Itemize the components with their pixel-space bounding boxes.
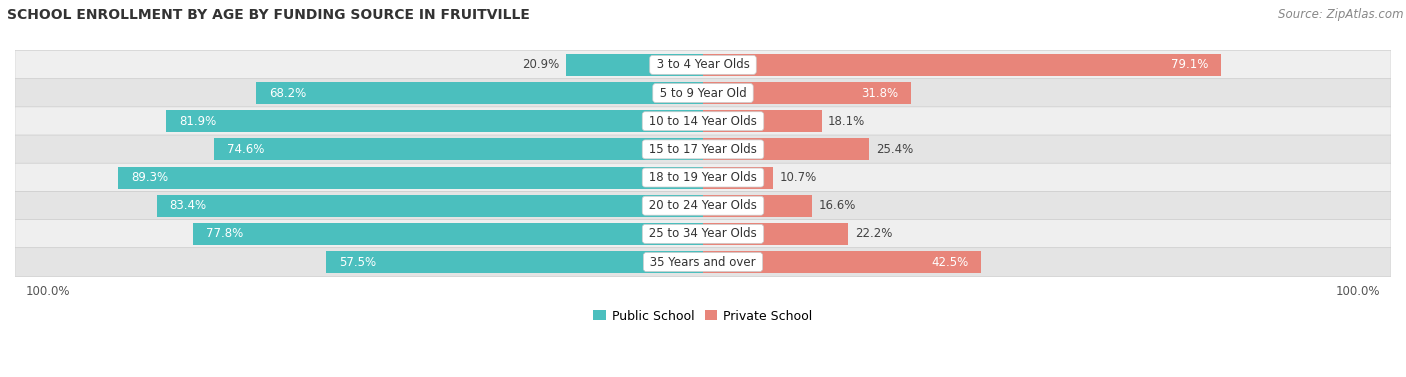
Text: 15 to 17 Year Olds: 15 to 17 Year Olds xyxy=(645,143,761,156)
Text: 18 to 19 Year Olds: 18 to 19 Year Olds xyxy=(645,171,761,184)
Text: 25 to 34 Year Olds: 25 to 34 Year Olds xyxy=(645,227,761,241)
Text: 5 to 9 Year Old: 5 to 9 Year Old xyxy=(655,87,751,100)
Bar xyxy=(214,138,703,160)
Bar xyxy=(703,223,848,245)
Bar xyxy=(118,167,703,188)
Text: 68.2%: 68.2% xyxy=(269,87,307,100)
Text: 20.9%: 20.9% xyxy=(522,58,560,71)
Text: SCHOOL ENROLLMENT BY AGE BY FUNDING SOURCE IN FRUITVILLE: SCHOOL ENROLLMENT BY AGE BY FUNDING SOUR… xyxy=(7,8,530,21)
Bar xyxy=(703,251,981,273)
Bar xyxy=(703,138,869,160)
Text: 81.9%: 81.9% xyxy=(180,115,217,128)
Text: Source: ZipAtlas.com: Source: ZipAtlas.com xyxy=(1278,8,1403,20)
Bar xyxy=(567,54,703,76)
Text: 42.5%: 42.5% xyxy=(931,256,969,268)
FancyBboxPatch shape xyxy=(15,219,1391,248)
Bar xyxy=(703,195,811,217)
Text: 79.1%: 79.1% xyxy=(1171,58,1208,71)
Text: 10 to 14 Year Olds: 10 to 14 Year Olds xyxy=(645,115,761,128)
Text: 22.2%: 22.2% xyxy=(855,227,893,241)
Text: 3 to 4 Year Olds: 3 to 4 Year Olds xyxy=(652,58,754,71)
FancyBboxPatch shape xyxy=(15,163,1391,192)
FancyBboxPatch shape xyxy=(15,107,1391,136)
Text: 25.4%: 25.4% xyxy=(876,143,914,156)
Bar xyxy=(326,251,703,273)
Text: 20 to 24 Year Olds: 20 to 24 Year Olds xyxy=(645,199,761,212)
Text: 18.1%: 18.1% xyxy=(828,115,866,128)
FancyBboxPatch shape xyxy=(15,192,1391,220)
Text: 31.8%: 31.8% xyxy=(860,87,898,100)
Text: 77.8%: 77.8% xyxy=(207,227,243,241)
Bar xyxy=(166,110,703,132)
FancyBboxPatch shape xyxy=(15,248,1391,276)
Bar xyxy=(703,110,821,132)
Text: 83.4%: 83.4% xyxy=(170,199,207,212)
Text: 89.3%: 89.3% xyxy=(131,171,169,184)
Text: 57.5%: 57.5% xyxy=(339,256,377,268)
Bar xyxy=(703,54,1222,76)
Bar xyxy=(703,82,911,104)
Bar xyxy=(156,195,703,217)
Text: 16.6%: 16.6% xyxy=(818,199,856,212)
FancyBboxPatch shape xyxy=(15,51,1391,79)
Text: 10.7%: 10.7% xyxy=(780,171,817,184)
Text: 74.6%: 74.6% xyxy=(228,143,264,156)
Text: 35 Years and over: 35 Years and over xyxy=(647,256,759,268)
Legend: Public School, Private School: Public School, Private School xyxy=(588,305,818,328)
Bar xyxy=(256,82,703,104)
Bar xyxy=(703,167,773,188)
FancyBboxPatch shape xyxy=(15,79,1391,107)
Bar xyxy=(193,223,703,245)
FancyBboxPatch shape xyxy=(15,135,1391,164)
